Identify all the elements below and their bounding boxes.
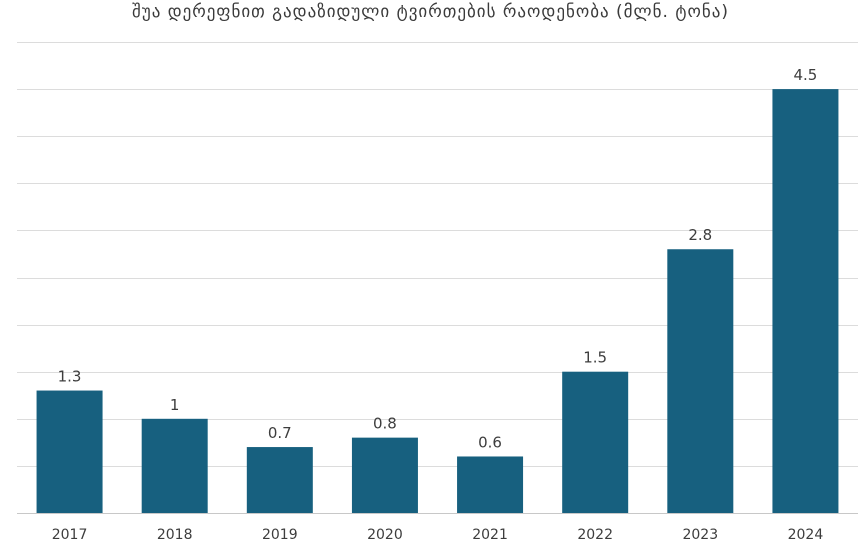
x-axis-tick-labels: 2017 2018 2019 2020 2021 2022 2023 2024 [52,527,824,543]
data-labels: 1.3 1 0.7 0.8 0.6 1.5 2.8 4.5 [58,66,818,451]
x-tick-2021: 2021 [472,527,508,543]
x-tick-2023: 2023 [682,527,718,543]
bar-2021 [457,456,524,513]
bars [36,89,839,514]
bar-2019 [246,447,313,513]
data-label-2021: 0.6 [478,433,502,451]
data-label-2018: 1 [170,396,180,414]
bar-2018 [141,418,208,513]
bar-2024 [772,89,839,513]
data-label-2020: 0.8 [373,415,397,433]
data-label-2019: 0.7 [268,424,292,442]
x-tick-2019: 2019 [262,527,298,543]
x-tick-2020: 2020 [367,527,403,543]
data-label-2024: 4.5 [794,66,818,84]
data-label-2017: 1.3 [58,368,82,386]
bar-2022 [562,371,629,513]
data-label-2022: 1.5 [583,349,607,367]
x-tick-2018: 2018 [157,527,193,543]
chart-title: შუა დერეფნით გადაზიდული ტვირთების რაოდენ… [132,2,729,22]
bar-2023 [667,249,734,514]
bar-2017 [36,390,103,513]
x-tick-2024: 2024 [788,527,824,543]
x-tick-2022: 2022 [577,527,613,543]
bar-2020 [351,437,418,513]
x-tick-2017: 2017 [52,527,88,543]
data-label-2023: 2.8 [688,226,712,244]
